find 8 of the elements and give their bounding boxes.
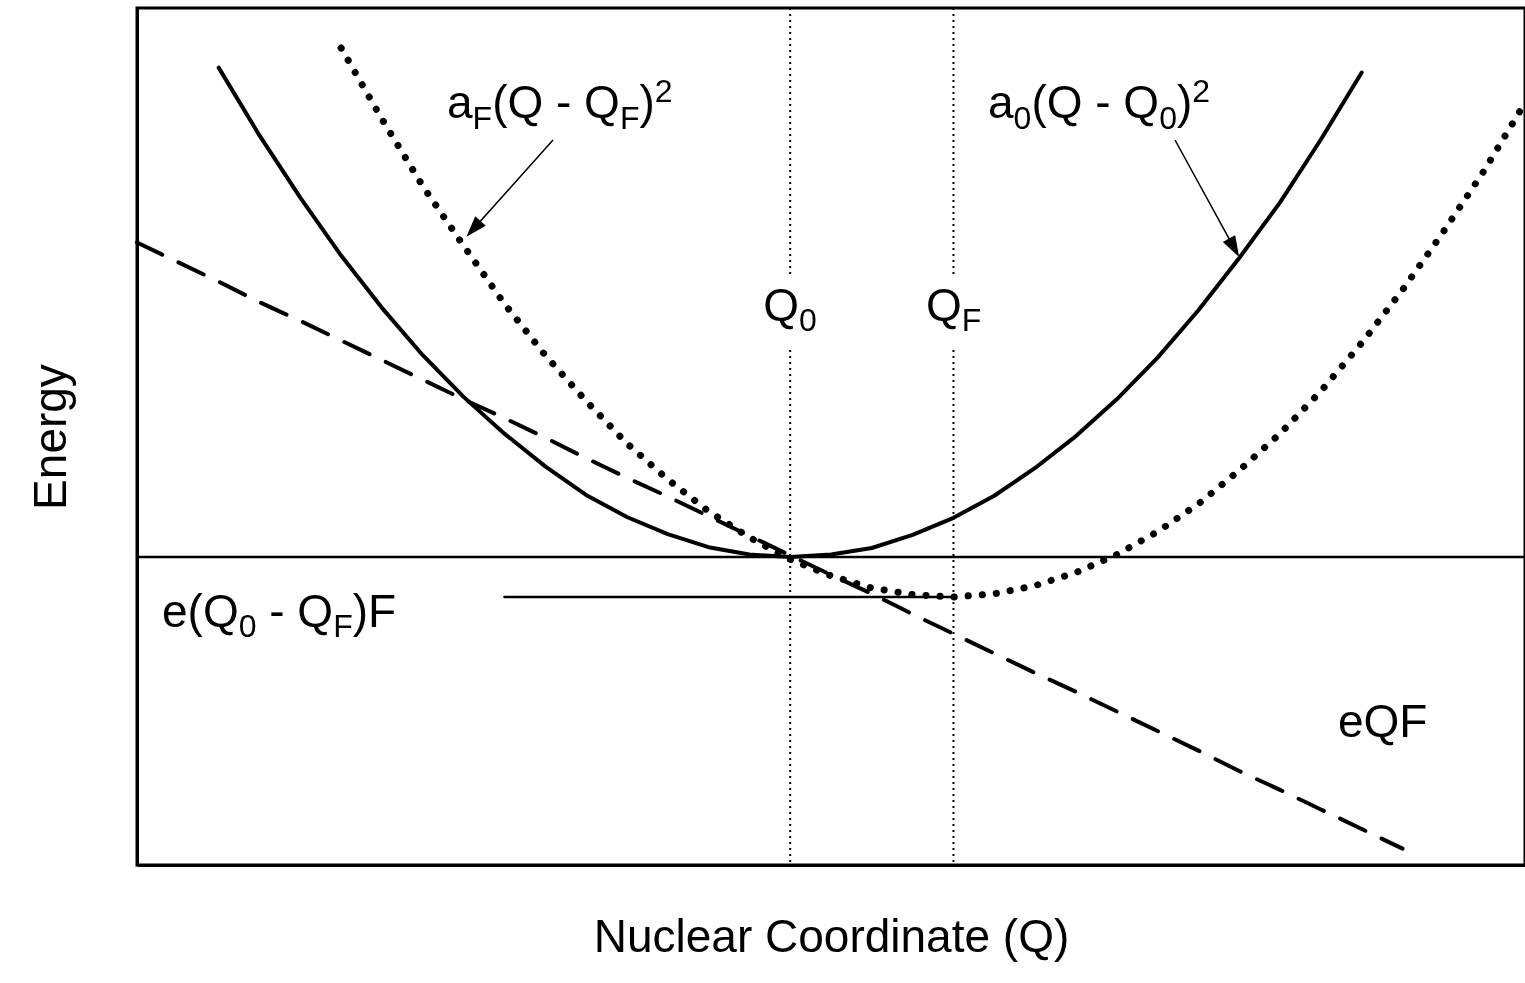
text: a$_{0}$(Q - Q$_{0}$)$^{2}$ [988, 72, 1211, 138]
series-label: eQF [1338, 695, 1428, 747]
series-label: a$_{F}$(Q - Q$_{F}$)$^{2}$ [447, 72, 673, 138]
x-axis-title: Nuclear Coordinate (Q) [593, 909, 1070, 962]
x-tick-label: Q$_{0}$ [763, 275, 817, 351]
y-axis-title: Energy [23, 364, 76, 510]
text: e(Q$_{0}$ - Q$_{F}$)F [162, 585, 397, 647]
x-tick-label: Q$_{F}$ [925, 275, 982, 351]
